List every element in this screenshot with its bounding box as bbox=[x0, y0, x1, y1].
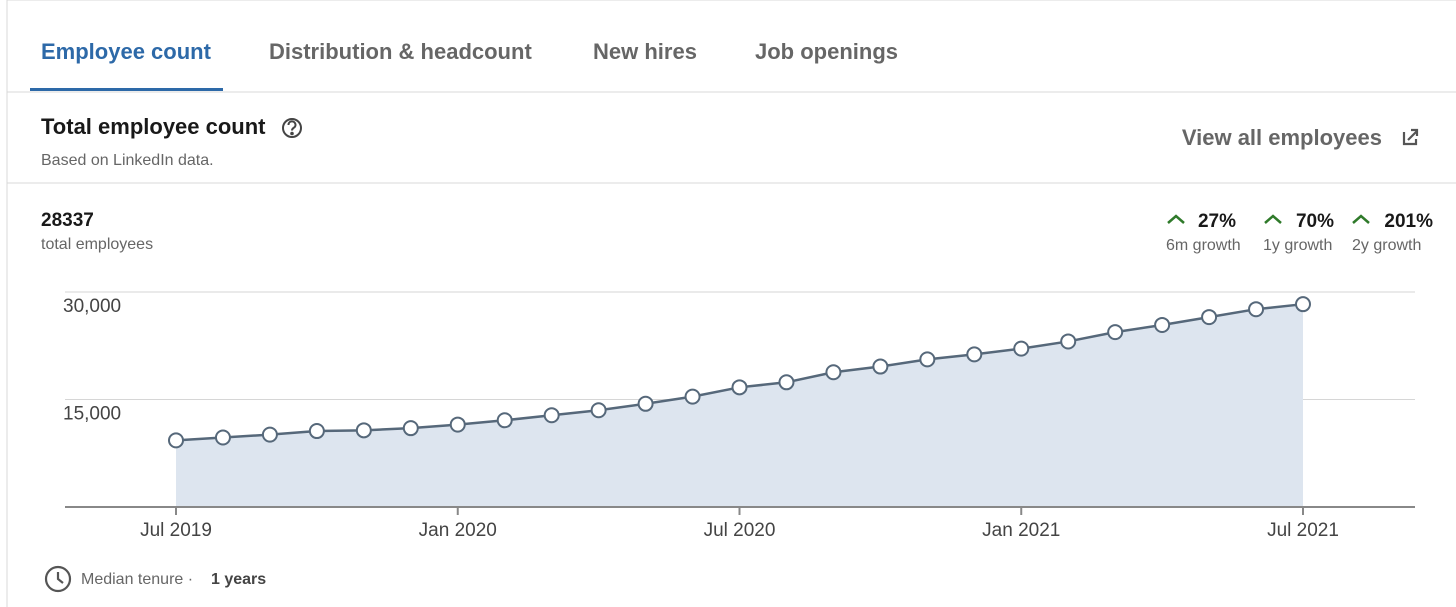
point bbox=[1154, 316, 1171, 333]
point bbox=[355, 422, 372, 439]
help-icon[interactable] bbox=[282, 118, 302, 138]
point bbox=[261, 426, 278, 443]
point bbox=[1201, 309, 1218, 326]
chart: 15,000 30,000 Jul 2019 Jan 2020 Jul 2020 Jan … bbox=[63, 291, 1415, 541]
point bbox=[543, 407, 560, 424]
x-tick-label: Jan 2021 bbox=[982, 520, 1060, 541]
growth-stat: 70% 1y growth bbox=[1263, 211, 1334, 254]
point bbox=[919, 351, 936, 368]
view-all-link[interactable]: View all employees bbox=[1182, 125, 1382, 150]
point bbox=[1295, 296, 1311, 313]
point bbox=[168, 432, 184, 449]
point bbox=[684, 388, 701, 405]
point bbox=[214, 429, 231, 446]
point bbox=[872, 358, 889, 375]
external-link-icon[interactable] bbox=[1402, 128, 1419, 146]
tab[interactable]: Job openings bbox=[755, 39, 898, 64]
tenure-label: Median tenure · bbox=[81, 571, 193, 588]
card-frame bbox=[6, 0, 1456, 607]
tenure-value: 1 years bbox=[211, 571, 266, 588]
total-value: 28337 bbox=[41, 210, 94, 231]
growth-label: 6m growth bbox=[1166, 237, 1241, 254]
point bbox=[1107, 324, 1124, 341]
point bbox=[590, 402, 607, 419]
growth-label: 1y growth bbox=[1263, 237, 1332, 254]
point bbox=[966, 346, 983, 363]
total-label: total employees bbox=[41, 236, 153, 253]
point bbox=[402, 420, 419, 437]
point bbox=[825, 364, 842, 381]
point bbox=[778, 374, 795, 391]
point bbox=[449, 416, 466, 433]
tab[interactable]: New hires bbox=[593, 39, 697, 64]
clock-icon bbox=[44, 565, 72, 593]
growth-value: 70% bbox=[1296, 211, 1334, 232]
point bbox=[1248, 301, 1265, 318]
tab[interactable]: Distribution & headcount bbox=[269, 39, 532, 64]
card-subtitle: Based on LinkedIn data. bbox=[41, 152, 214, 169]
point bbox=[1060, 333, 1077, 350]
tab[interactable]: Employee count bbox=[41, 39, 212, 64]
x-tick-label: Jul 2021 bbox=[1267, 520, 1339, 541]
x-tick-label: Jul 2019 bbox=[140, 520, 212, 541]
growth-stat: 201% 2y growth bbox=[1352, 211, 1433, 254]
up-arrow bbox=[1167, 214, 1185, 224]
point bbox=[1013, 340, 1030, 357]
card-title: Total employee count bbox=[41, 114, 266, 139]
growth-label: 2y growth bbox=[1352, 237, 1421, 254]
y-tick-label: 15,000 bbox=[63, 404, 121, 425]
growth-value: 27% bbox=[1198, 211, 1236, 232]
point bbox=[496, 412, 513, 429]
x-tick-label: Jul 2020 bbox=[704, 520, 776, 541]
tab-underline bbox=[30, 88, 223, 91]
up-arrow bbox=[1264, 214, 1282, 224]
up-arrow bbox=[1352, 214, 1370, 224]
growth-value: 201% bbox=[1384, 211, 1433, 232]
point bbox=[637, 395, 654, 412]
point bbox=[308, 423, 325, 440]
growth-stat: 27% 6m growth bbox=[1166, 211, 1241, 254]
x-tick-label: Jan 2020 bbox=[419, 520, 497, 541]
point bbox=[731, 379, 748, 396]
y-tick-label: 30,000 bbox=[63, 296, 121, 317]
